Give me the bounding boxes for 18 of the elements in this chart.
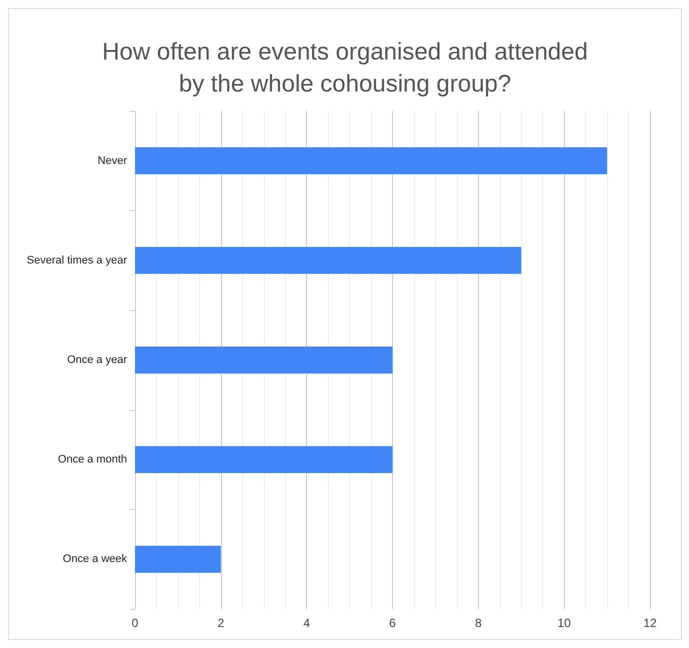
chart-title: How often are events organised and attended by the whole cohousing group? [102, 38, 588, 98]
x-tick-label: 2 [217, 616, 224, 630]
y-tick-label: Once a week [62, 553, 128, 566]
y-tick-label: Once a month [58, 454, 127, 466]
bar [135, 446, 392, 474]
y-tick-label: Several times a year [26, 254, 128, 266]
x-tick-label: 8 [474, 616, 482, 630]
bar [135, 346, 392, 374]
x-tick-label: 6 [389, 616, 396, 630]
bar [135, 246, 522, 274]
x-tick-label: 4 [303, 616, 310, 630]
x-tick-label: 10 [557, 616, 572, 630]
bar [135, 147, 608, 174]
y-tick-label: Once a year [67, 354, 128, 366]
x-tick-label: 12 [643, 616, 657, 630]
x-tick-label: 0 [132, 616, 139, 630]
y-tick-label: Never [98, 154, 128, 167]
bar [135, 546, 221, 573]
